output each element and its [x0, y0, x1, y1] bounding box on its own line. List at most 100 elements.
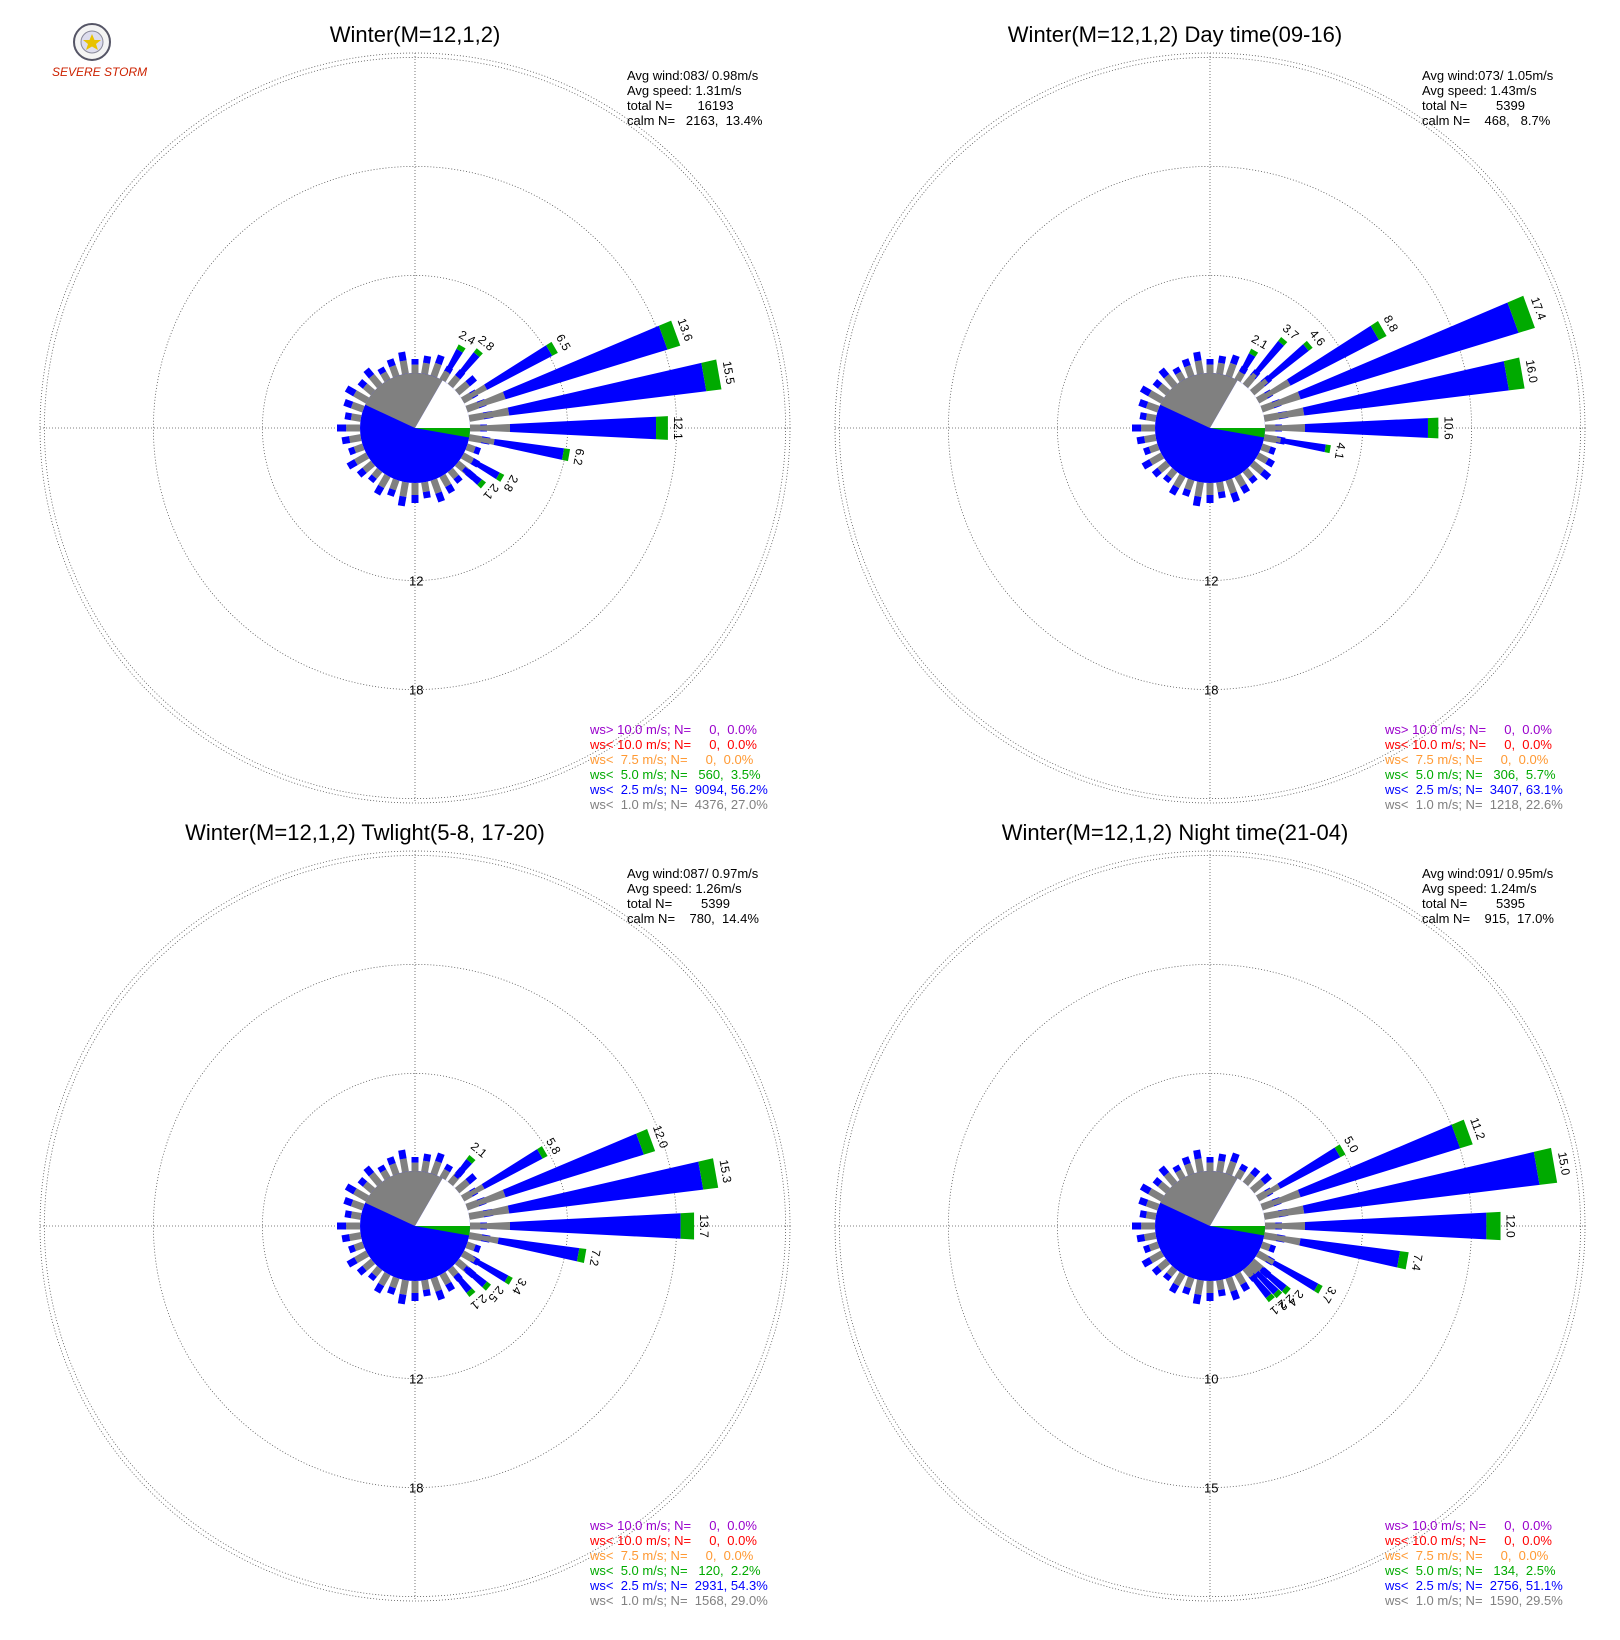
- legend-entry: ws< 7.5 m/s; N= 0, 0.0%: [1384, 752, 1549, 767]
- bar-segment-lt2_5: [1305, 418, 1428, 438]
- direction-bar-gray: [1148, 443, 1160, 454]
- direction-bar-blue: [1230, 1289, 1240, 1301]
- direction-bar-blue: [1249, 1167, 1261, 1178]
- bar-segment-lt1: [1263, 1205, 1305, 1219]
- direction-bar-gray: [1225, 362, 1237, 378]
- direction-bar-gray: [371, 1265, 383, 1277]
- direction-bar-gray: [1173, 1271, 1186, 1287]
- direction-bar-gray: [430, 478, 442, 494]
- direction-bar-gray: [368, 1171, 383, 1187]
- bar-segment-lt2_5: [1280, 437, 1326, 453]
- direction-bar-gray: [430, 1276, 442, 1292]
- bar-segment-lt5: [1265, 1293, 1275, 1303]
- legend-entry: ws< 2.5 m/s; N= 2931, 54.3%: [589, 1578, 768, 1593]
- direction-bar-blue: [473, 446, 482, 455]
- stat-avg-wind: Avg wind:091/ 0.95m/s: [1422, 866, 1554, 881]
- bar-value-label: 7.2: [587, 1248, 604, 1267]
- bar-segment-lt5: [577, 1248, 587, 1263]
- range-ring: [43, 855, 787, 1598]
- bar-segment-lt5: [1397, 1251, 1409, 1270]
- legend-entry: ws> 10.0 m/s; N= 0, 0.0%: [1384, 722, 1552, 737]
- direction-bar-blue: [1138, 1197, 1149, 1207]
- bar-segment-lt5: [504, 1275, 513, 1285]
- direction-bar-blue: [1172, 1164, 1182, 1173]
- ring-label: 10: [1204, 1372, 1218, 1387]
- bar-segment-lt2_5: [481, 1149, 543, 1190]
- chart-title: Winter(M=12,1,2): [330, 22, 501, 47]
- direction-bar-blue: [1143, 446, 1152, 456]
- bar-segment-lt5: [1273, 1289, 1283, 1299]
- direction-bar-gray: [1144, 1232, 1157, 1241]
- direction-bar-gray: [439, 1168, 451, 1181]
- bar-segment-lt1: [1243, 372, 1257, 388]
- direction-bar-blue: [1158, 1165, 1170, 1177]
- bar-segment-lt5: [1334, 1144, 1346, 1158]
- bar-segment-lt1: [1256, 379, 1291, 403]
- bar-segment-lt5: [1314, 1283, 1323, 1294]
- ring-label: 15: [1204, 1481, 1218, 1496]
- direction-bar-gray: [368, 373, 383, 389]
- bar-segment-lt1: [465, 391, 506, 412]
- stat-calm: calm N= 915, 17.0%: [1422, 911, 1554, 926]
- bar-segment-lt5: [701, 359, 722, 392]
- direction-bar-gray: [350, 401, 365, 413]
- direction-bar-blue: [473, 1244, 482, 1253]
- direction-bar-blue: [445, 1281, 456, 1292]
- bar-segment-lt1: [1250, 1259, 1263, 1271]
- direction-bar-blue: [1152, 379, 1163, 389]
- direction-bar-blue: [1151, 467, 1162, 478]
- direction-bar-gray: [1225, 478, 1237, 494]
- direction-bar-gray: [362, 1258, 376, 1271]
- bar-segment-lt5: [1278, 336, 1288, 346]
- direction-bar-gray: [1216, 481, 1225, 493]
- bar-segment-lt5: [1486, 1211, 1501, 1241]
- direction-bar-blue: [1248, 474, 1258, 484]
- direction-bar-blue: [1193, 351, 1202, 362]
- bar-segment-lt2_5: [453, 1159, 473, 1179]
- direction-bar-gray: [380, 1169, 391, 1181]
- bar-segment-lt1: [1256, 1251, 1275, 1265]
- bar-segment-lt1: [468, 407, 510, 421]
- bar-value-label: 12.0: [1504, 1214, 1518, 1238]
- legend-entry: ws> 10.0 m/s; N= 0, 0.0%: [589, 722, 757, 737]
- direction-bar-gray: [421, 1160, 430, 1173]
- bar-segment-lt1: [1260, 391, 1301, 412]
- direction-bar-blue: [1172, 366, 1182, 375]
- direction-bar-gray: [1255, 452, 1269, 464]
- bar-segment-lt1: [468, 1233, 499, 1244]
- bar-segment-lt5: [1533, 1147, 1558, 1185]
- direction-bar-blue: [1182, 488, 1191, 497]
- direction-bar-gray: [371, 467, 383, 479]
- direction-bar-blue: [1139, 385, 1152, 397]
- bar-segment-lt5: [546, 341, 558, 356]
- direction-bar-gray: [1145, 1199, 1160, 1211]
- direction-bar-gray: [1194, 360, 1204, 375]
- calm-wedge-gray: [1160, 1171, 1238, 1226]
- direction-bar-gray: [1175, 1169, 1186, 1181]
- direction-bar-gray: [378, 473, 391, 489]
- wind-rose-panel: 612182.13.74.68.817.416.010.64.1Winter(M…: [834, 22, 1586, 812]
- direction-bar-gray: [439, 1271, 452, 1286]
- direction-bar-gray: [465, 1241, 476, 1251]
- direction-bar-gray: [399, 1158, 409, 1173]
- direction-bar-blue: [346, 1257, 358, 1268]
- bar-segment-lt1: [1260, 1189, 1301, 1210]
- direction-bar-gray: [1163, 1171, 1178, 1187]
- legend-entry: ws< 2.5 m/s; N= 2756, 51.1%: [1384, 1578, 1563, 1593]
- bar-segment-lt2_5: [463, 1266, 488, 1288]
- direction-bar-gray: [1216, 1160, 1225, 1173]
- bar-segment-lt1: [468, 435, 495, 445]
- stat-avg-wind: Avg wind:087/ 0.97m/s: [627, 866, 759, 881]
- direction-bar-gray: [1148, 1188, 1165, 1202]
- bar-segment-lt5: [1370, 321, 1387, 340]
- direction-bar-blue: [1182, 1286, 1191, 1295]
- direction-bar-gray: [378, 1271, 391, 1287]
- direction-bar-blue: [435, 1152, 445, 1164]
- direction-bar-blue: [1230, 491, 1240, 503]
- calm-wedge-white: [1210, 1178, 1265, 1226]
- bar-segment-lt1: [448, 375, 460, 388]
- bar-segment-lt2_5: [1254, 1270, 1279, 1295]
- stat-total: total N= 5399: [627, 896, 730, 911]
- bar-value-label: 7.4: [1409, 1253, 1426, 1272]
- direction-bar-blue: [1181, 358, 1191, 368]
